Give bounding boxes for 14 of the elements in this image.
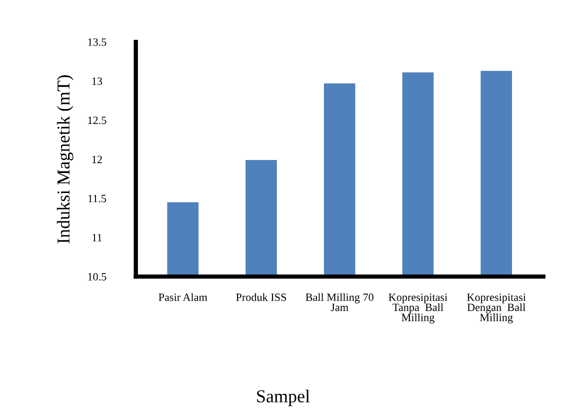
y-tick-label: 11	[92, 234, 102, 242]
x-tick-label: Kopresipitasi Dengan Ball Milling	[467, 294, 526, 324]
y-tick-label: 10.5	[88, 273, 106, 281]
x-tick-label: Pasir Alam	[158, 293, 208, 302]
x-tick-label: Ball Milling 70 Jam	[306, 293, 374, 312]
x-tick-label: Kopresipitasi Tanpa Ball Milling	[388, 294, 448, 324]
y-tick-label: 12.5	[88, 116, 106, 124]
y-tick-label: 12	[92, 156, 102, 164]
y-tick-label: 11.5	[88, 194, 106, 202]
x-axis-title: Sampel	[257, 390, 310, 406]
y-axis-title: Induksi Magnetik (mT)	[56, 75, 74, 244]
x-tick-label: Produk ISS	[236, 293, 286, 302]
y-tick-label: 13.5	[88, 38, 106, 46]
y-tick-label: 13	[92, 78, 102, 85]
